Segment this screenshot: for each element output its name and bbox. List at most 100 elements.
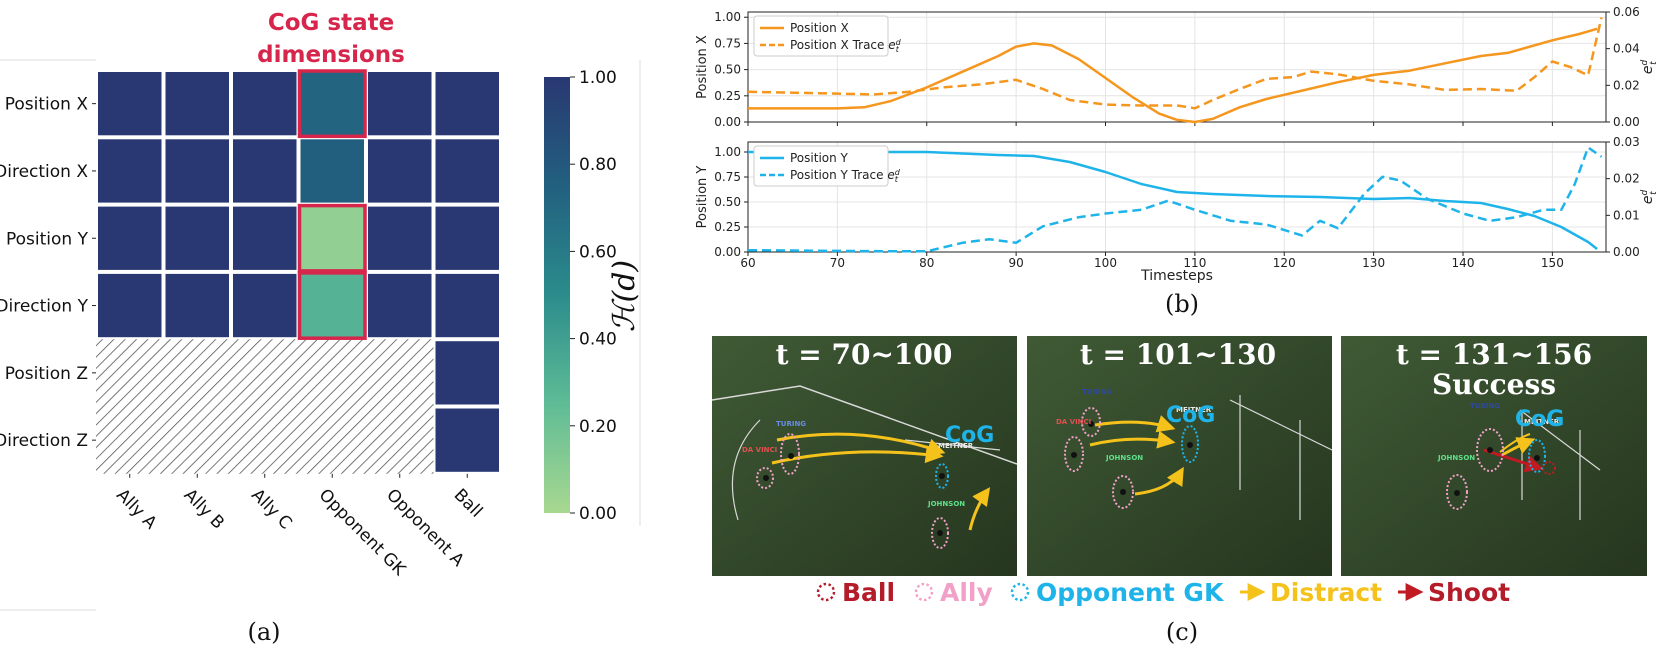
y2-tick-label: 0.02 xyxy=(1613,172,1640,186)
heatmap-cell xyxy=(435,408,499,472)
heatmap-panel-a: CoG state dimensions Position X Direction… xyxy=(0,10,642,646)
legend-label-opponent-gk: Opponent GK xyxy=(1036,578,1225,607)
heatmap-cell xyxy=(435,206,499,270)
player-label: JOHNSON xyxy=(1437,454,1475,462)
plot-frame xyxy=(747,141,1607,253)
y2-axis-label: edt xyxy=(1640,60,1659,75)
y2-tick-label: 0.02 xyxy=(1613,78,1640,92)
player-label: JOHNSON xyxy=(927,500,965,508)
legend-entry: Position Y Trace ed t xyxy=(790,168,901,184)
cog-label-2: CoG xyxy=(1166,403,1215,428)
legend-marker-ally xyxy=(914,582,934,602)
colorbar-tick-label: 1.00 xyxy=(579,68,617,88)
heatmap-cell xyxy=(435,72,499,136)
y2-tick-label: 0.03 xyxy=(1613,135,1640,149)
heatmap-cell xyxy=(165,72,229,136)
legend-entry: Position X Trace ed t xyxy=(790,38,902,54)
legend-label-distract: Distract xyxy=(1270,578,1382,607)
plot-frame xyxy=(747,11,1607,123)
y-tick-label: 0.25 xyxy=(714,220,741,234)
heatmap-cell xyxy=(233,273,297,338)
x-tick-label: 130 xyxy=(1362,256,1385,270)
heatmap-na-region xyxy=(96,339,434,474)
player-label: JOHNSON xyxy=(1105,454,1143,462)
player-label: MEITNER xyxy=(938,442,974,450)
cog-label-3: CoG xyxy=(1515,407,1564,432)
y2-tick-label: 0.00 xyxy=(1613,115,1640,129)
player-label: DA VINCI xyxy=(742,446,777,454)
heatmap-row-label: Direction X xyxy=(0,162,88,182)
colorbar-tick-label: 0.00 xyxy=(579,504,617,524)
scene-title-3: t = 131~156 xyxy=(1396,338,1592,371)
line-charts-panel-b: 0.00 0.25 0.50 0.75 1.00 0.00 0.02 0.04 0.06 Posi… xyxy=(690,0,1660,318)
colorbar-tick-label: 0.80 xyxy=(579,155,617,175)
heatmap-row-label: Direction Y xyxy=(0,297,89,317)
colorbar-label: ℋ(d) xyxy=(607,260,642,332)
heatmap-cell xyxy=(300,139,364,203)
heatmap-cell xyxy=(165,139,229,203)
player-label: TURING xyxy=(1470,402,1500,410)
y-tick-label: 0.00 xyxy=(714,245,741,259)
scene-panel-3: TURING MEITNER JOHNSON t = 131~156 Succe… xyxy=(1341,336,1647,576)
heatmap-cell xyxy=(435,341,499,405)
scene-panel-1: TURING DA VINCI MEITNER JOHNSON t = 70~1… xyxy=(711,336,1018,576)
series-line xyxy=(747,17,1603,110)
caption-a: (a) xyxy=(247,618,280,646)
heatmap-cell xyxy=(435,139,499,203)
heatmap-cell xyxy=(300,72,364,136)
heatmap-cell xyxy=(165,206,229,270)
x-tick-label: 140 xyxy=(1452,256,1475,270)
scene-title-1: t = 70~100 xyxy=(776,338,953,371)
y-tick-label: 0.25 xyxy=(714,89,741,103)
y-tick-label: 0.75 xyxy=(714,36,741,50)
colorbar-tick-label: 0.60 xyxy=(579,242,617,262)
y2-axis-label: edt xyxy=(1640,190,1659,205)
heatmap-cell xyxy=(233,139,297,203)
series-line xyxy=(747,146,1603,253)
y-tick-label: 0.50 xyxy=(714,195,741,209)
legend-marker-opponent-gk xyxy=(1010,582,1030,602)
legend-marker-ball xyxy=(816,582,836,602)
heatmap-row-label: Position Z xyxy=(5,364,88,384)
x-tick-label: 70 xyxy=(830,256,845,270)
heatmap-row-label: Direction Z xyxy=(0,431,88,451)
y2-tick-label: 0.01 xyxy=(1613,208,1640,222)
player-label: DA VINCI xyxy=(1056,418,1091,426)
y2-tick-label: 0.00 xyxy=(1613,245,1640,259)
heatmap-cell xyxy=(98,273,162,338)
heatmap-cell xyxy=(98,139,162,203)
heatmap-col-label: Ball xyxy=(450,485,486,521)
x-tick-label: 80 xyxy=(919,256,934,270)
scene-title-2: t = 101~130 xyxy=(1080,338,1276,371)
heatmap-highlight xyxy=(297,271,367,340)
scene-panel-c: TURING DA VINCI MEITNER JOHNSON t = 70~1… xyxy=(711,336,1647,646)
heatmap-cell xyxy=(165,273,229,338)
heatmap-cell xyxy=(233,72,297,136)
heatmap-cell xyxy=(98,206,162,270)
y-axis-label: Position X xyxy=(695,35,710,99)
y-tick-label: 1.00 xyxy=(714,145,741,159)
heatmap-col-label: Ally B xyxy=(180,485,228,533)
heatmap-row-label: Position X xyxy=(5,95,89,115)
legend-entry: Position Y xyxy=(790,151,849,165)
legend-entry: Position X xyxy=(790,21,849,35)
heatmap-cell xyxy=(435,273,499,338)
heatmap-col-label: Ally C xyxy=(247,485,295,533)
heatmap-highlight xyxy=(297,203,367,273)
legend-label-ball: Ball xyxy=(842,578,895,607)
series-legend xyxy=(753,145,889,187)
x-tick-label: 100 xyxy=(1094,256,1117,270)
heatmap-col-label: Ally A xyxy=(112,485,160,533)
heatmap-highlight xyxy=(297,69,367,139)
x-tick-label: 90 xyxy=(1008,256,1023,270)
caption-b: (b) xyxy=(1165,290,1199,318)
player-label: TURING xyxy=(776,420,806,428)
cog-label-1: CoG xyxy=(945,423,994,448)
heatmap-cell xyxy=(368,273,432,338)
colorbar xyxy=(544,77,570,513)
player-label: TURING xyxy=(1082,388,1112,396)
y2-tick-label: 0.06 xyxy=(1613,5,1640,19)
x-tick-label: 120 xyxy=(1273,256,1296,270)
y-tick-label: 0.00 xyxy=(714,115,741,129)
